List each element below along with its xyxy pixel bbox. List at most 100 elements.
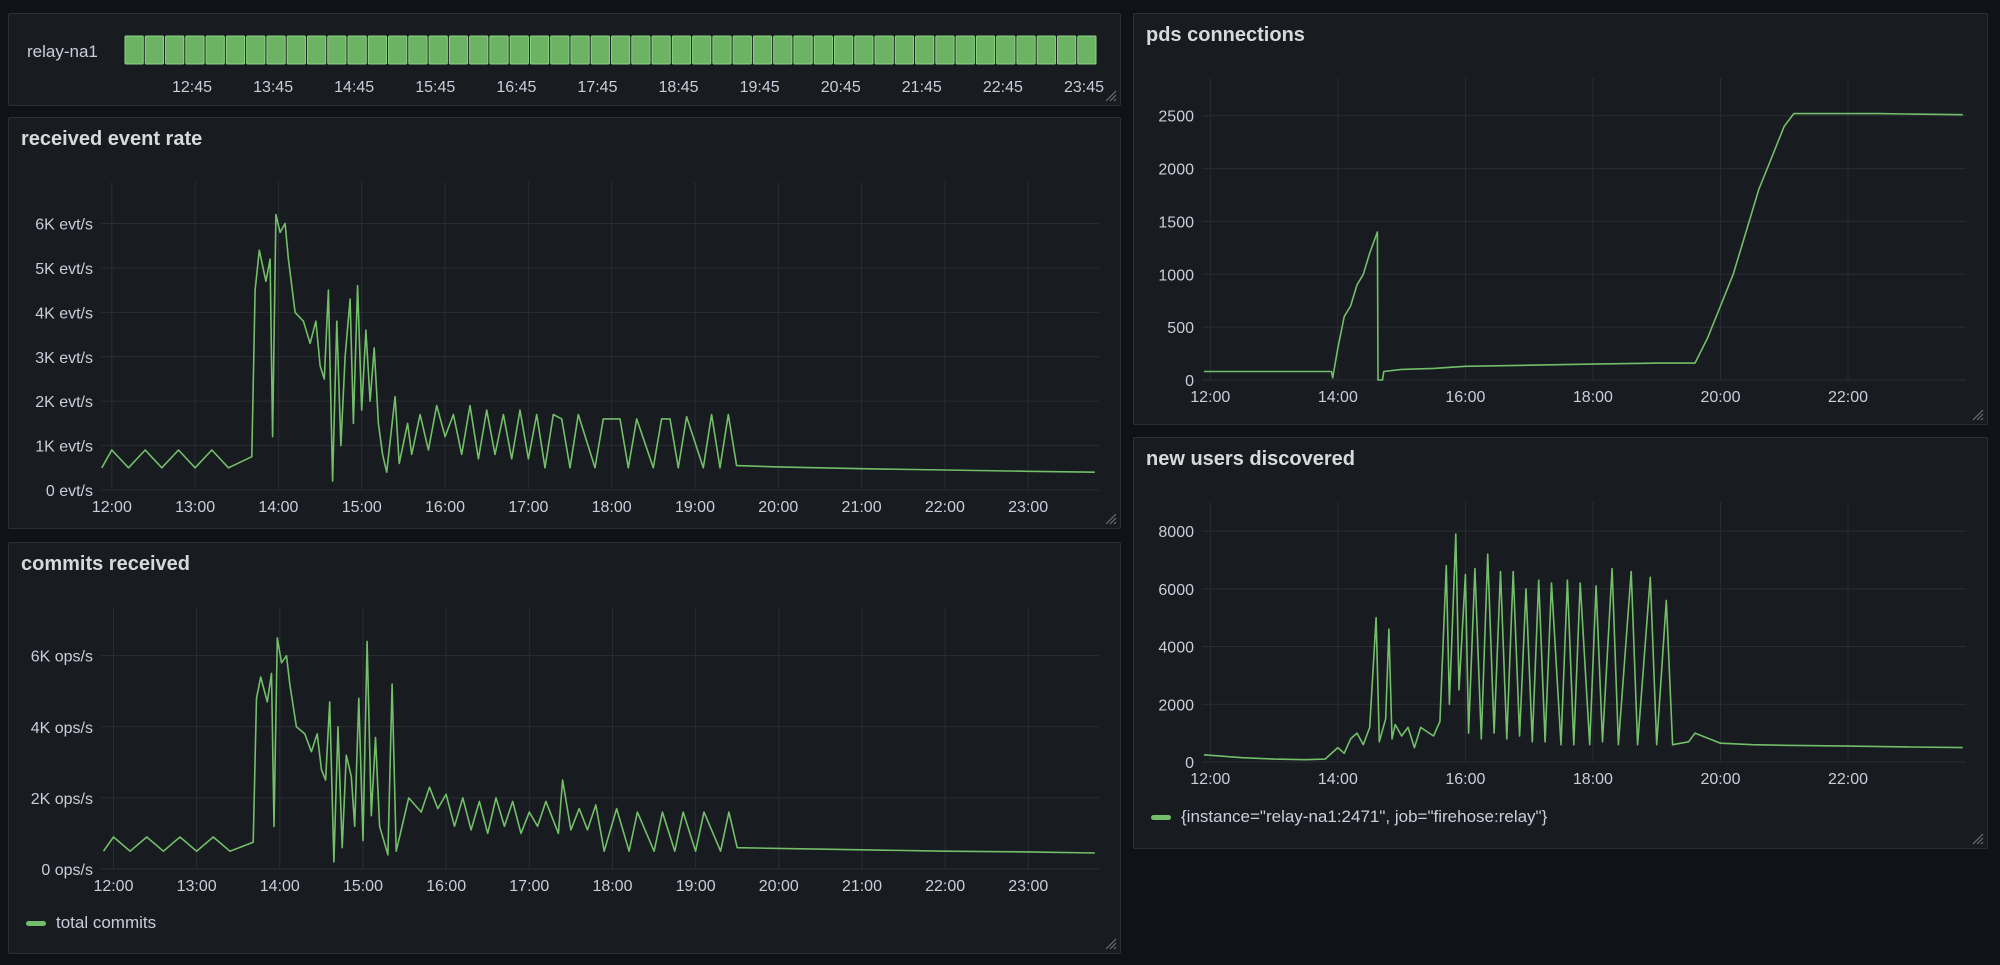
state-cell[interactable] <box>165 35 185 65</box>
y-tick-label: 2000 <box>1158 697 1194 714</box>
panel-title: new users discovered <box>1146 448 1355 470</box>
state-cell[interactable] <box>1016 35 1036 65</box>
state-cell[interactable] <box>894 35 915 65</box>
y-tick-label: 4000 <box>1158 640 1194 657</box>
series-line[interactable] <box>1203 533 1963 761</box>
state-cell[interactable] <box>205 35 225 65</box>
state-cell[interactable] <box>671 35 692 65</box>
state-cell[interactable] <box>752 35 773 65</box>
x-tick-label: 20:45 <box>821 79 861 96</box>
commits-chart: 0 ops/s 2K ops/s 4K ops/s 6K ops/s 12:00 13:0… <box>31 607 1099 895</box>
state-cell[interactable] <box>144 35 165 65</box>
state-cell[interactable] <box>833 35 854 65</box>
legend-item[interactable]: {instance="relay-na1:2471", job="firehos… <box>1151 807 1547 827</box>
x-tick-label: 16:00 <box>425 499 465 516</box>
x-tick-label: 12:00 <box>1190 771 1230 788</box>
state-cell[interactable] <box>732 35 752 65</box>
x-tick-label: 19:45 <box>740 79 780 96</box>
x-tick-label: 21:45 <box>902 79 942 96</box>
y-tick-label: 3K evt/s <box>35 350 93 367</box>
x-tick-label: 15:45 <box>415 79 455 96</box>
x-tick-label: 20:00 <box>1700 389 1740 406</box>
state-cell[interactable] <box>955 35 975 65</box>
state-cell[interactable] <box>225 35 246 65</box>
state-cell[interactable] <box>813 35 833 65</box>
y-tick-label: 4K evt/s <box>35 305 93 322</box>
state-cell[interactable] <box>529 35 550 65</box>
state-cell[interactable] <box>712 35 732 65</box>
x-tick-label: 18:00 <box>1573 771 1613 788</box>
state-cell[interactable] <box>1056 35 1077 65</box>
series-line[interactable] <box>101 213 1095 482</box>
state-cell[interactable] <box>874 35 894 65</box>
state-cell[interactable] <box>266 35 286 65</box>
y-tick-label: 6K ops/s <box>31 649 93 666</box>
state-cell[interactable] <box>935 35 955 65</box>
state-cell[interactable] <box>1077 35 1097 65</box>
state-cell[interactable] <box>550 35 570 65</box>
series-line[interactable] <box>1203 112 1963 381</box>
x-tick-label: 19:00 <box>675 499 715 516</box>
x-tick-label: 19:00 <box>676 878 716 895</box>
state-cell[interactable] <box>509 35 529 65</box>
state-cell[interactable] <box>347 35 367 65</box>
x-tick-label: 15:00 <box>342 499 382 516</box>
x-tick-label: 18:00 <box>592 499 632 516</box>
state-cell[interactable] <box>246 35 266 65</box>
state-cell[interactable] <box>590 35 611 65</box>
y-tick-label: 6000 <box>1158 582 1194 599</box>
y-tick-label: 0 <box>1185 755 1194 772</box>
state-cell[interactable] <box>1036 35 1056 65</box>
x-tick-label: 12:45 <box>172 79 212 96</box>
state-cell[interactable] <box>408 35 428 65</box>
state-cell[interactable] <box>996 35 1016 65</box>
state-cell[interactable] <box>428 35 448 65</box>
y-tick-label: 2500 <box>1158 109 1194 126</box>
resize-handle-icon[interactable] <box>1972 833 1984 845</box>
legend-swatch <box>1151 814 1171 820</box>
state-cell[interactable] <box>915 35 935 65</box>
state-cell[interactable] <box>388 35 408 65</box>
y-tick-label: 4K ops/s <box>31 720 93 737</box>
state-cell[interactable] <box>327 35 347 65</box>
state-cell[interactable] <box>367 35 388 65</box>
state-cell[interactable] <box>448 35 469 65</box>
state-cell[interactable] <box>692 35 712 65</box>
y-tick-label: 1000 <box>1158 267 1194 284</box>
state-cell[interactable] <box>570 35 590 65</box>
state-cell[interactable] <box>286 35 306 65</box>
state-cell[interactable] <box>773 35 793 65</box>
resize-handle-icon[interactable] <box>1105 90 1117 102</box>
y-tick-label: 0 <box>1185 373 1194 390</box>
resize-handle-icon[interactable] <box>1105 938 1117 950</box>
x-tick-label: 20:00 <box>758 499 798 516</box>
y-tick-label: 2000 <box>1158 162 1194 179</box>
state-timeline-panel: relay-na1 12:45 13:45 14:45 15:45 16:45 17:45… <box>8 13 1121 106</box>
state-cell[interactable] <box>489 35 509 65</box>
state-cell[interactable] <box>469 35 489 65</box>
x-tick-label: 23:00 <box>1008 499 1048 516</box>
x-tick-label: 15:00 <box>343 878 383 895</box>
state-cell[interactable] <box>611 35 631 65</box>
resize-handle-icon[interactable] <box>1972 409 1984 421</box>
state-cell[interactable] <box>975 35 996 65</box>
y-tick-label: 8000 <box>1158 524 1194 541</box>
state-cell[interactable] <box>854 35 874 65</box>
legend-label: total commits <box>56 913 157 932</box>
series-line[interactable] <box>102 637 1095 863</box>
x-tick-label: 17:00 <box>509 878 549 895</box>
event-rate-chart: 0 evt/s 1K evt/s 2K evt/s 3K evt/s 4K evt/s 5… <box>35 182 1099 516</box>
x-tick-label: 23:00 <box>1008 878 1048 895</box>
x-tick-label: 14:00 <box>260 878 300 895</box>
state-cell[interactable] <box>631 35 651 65</box>
state-cell[interactable] <box>185 35 205 65</box>
legend-item[interactable]: total commits <box>26 913 156 933</box>
state-cell[interactable] <box>793 35 813 65</box>
resize-handle-icon[interactable] <box>1105 513 1117 525</box>
x-tick-label: 14:00 <box>1318 389 1358 406</box>
event-rate-panel: received event rate 0 evt/s 1K evt/s 2K ev… <box>8 117 1121 529</box>
state-cell[interactable] <box>306 35 327 65</box>
state-cell[interactable] <box>651 35 671 65</box>
state-cell[interactable] <box>124 35 144 65</box>
x-tick-label: 13:45 <box>253 79 293 96</box>
